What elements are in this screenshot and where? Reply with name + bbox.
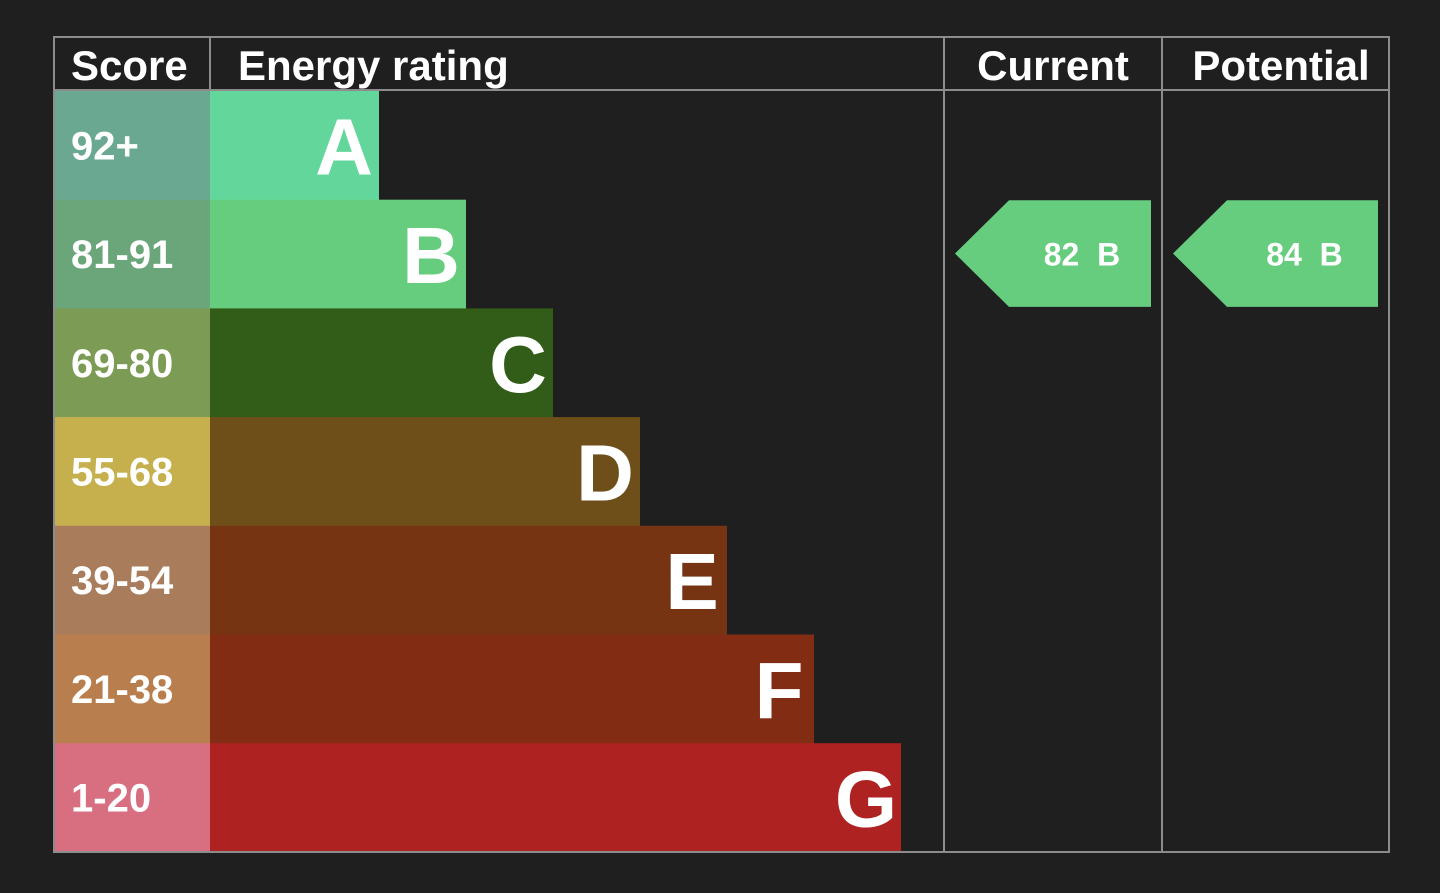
rating-letter-b: B xyxy=(402,211,460,300)
rating-bar-b xyxy=(210,199,466,309)
rating-letter-e: E xyxy=(665,537,718,626)
rating-row-b: 81-91 B xyxy=(54,199,466,309)
potential-arrow-shape xyxy=(1173,200,1378,307)
potential-arrow-label: 84 B xyxy=(1266,237,1342,273)
score-range-f: 21-38 xyxy=(71,668,173,712)
rating-letter-f: F xyxy=(755,646,804,735)
rating-row-e: 39-54 E xyxy=(54,525,727,635)
header-score: Score xyxy=(71,42,188,89)
potential-rating-arrow: 84 B xyxy=(1173,200,1378,307)
rating-bar-c xyxy=(210,308,553,418)
table-grid xyxy=(53,36,1390,853)
rating-letter-a: A xyxy=(315,102,373,191)
score-cell-c xyxy=(54,308,210,418)
rating-bar-e xyxy=(210,525,727,635)
score-range-c: 69-80 xyxy=(71,342,173,386)
rating-bar-a xyxy=(210,91,379,201)
current-rating-arrow: 82 B xyxy=(955,200,1151,307)
rating-letter-c: C xyxy=(489,320,547,409)
table-border xyxy=(53,36,1390,853)
score-cell-f xyxy=(54,634,210,744)
rating-arrows: 82 B 84 B xyxy=(955,200,1378,307)
rating-letter-d: D xyxy=(576,428,634,517)
score-cell-b xyxy=(54,199,210,309)
score-cell-g xyxy=(54,743,210,853)
score-cell-d xyxy=(54,417,210,527)
rating-bar-f xyxy=(210,634,814,744)
score-range-g: 1-20 xyxy=(71,777,151,821)
score-cell-e xyxy=(54,525,210,635)
score-range-e: 39-54 xyxy=(71,559,174,603)
rating-bar-g xyxy=(210,743,901,853)
rating-row-a: 92+ A xyxy=(54,91,379,201)
rating-row-c: 69-80 C xyxy=(54,308,553,418)
rating-rows: 92+ A 81-91 B 69-80 C 55-68 D 39-54 E 21-38 F 1-20 G xyxy=(54,91,901,853)
rating-letter-g: G xyxy=(835,755,897,844)
score-range-b: 81-91 xyxy=(71,233,173,277)
score-range-a: 92+ xyxy=(71,124,139,168)
rating-row-d: 55-68 D xyxy=(54,417,640,527)
header-potential: Potential xyxy=(1192,42,1369,89)
score-cell-a xyxy=(54,91,210,201)
table-header: Score Energy rating Current Potential xyxy=(71,42,1370,89)
rating-row-f: 21-38 F xyxy=(54,634,814,744)
rating-row-g: 1-20 G xyxy=(54,743,901,853)
rating-bar-d xyxy=(210,417,640,527)
current-arrow-label: 82 B xyxy=(1044,237,1120,273)
current-arrow-shape xyxy=(955,200,1151,307)
header-current: Current xyxy=(977,42,1129,89)
header-energy-rating: Energy rating xyxy=(238,42,509,89)
score-range-d: 55-68 xyxy=(71,450,173,494)
